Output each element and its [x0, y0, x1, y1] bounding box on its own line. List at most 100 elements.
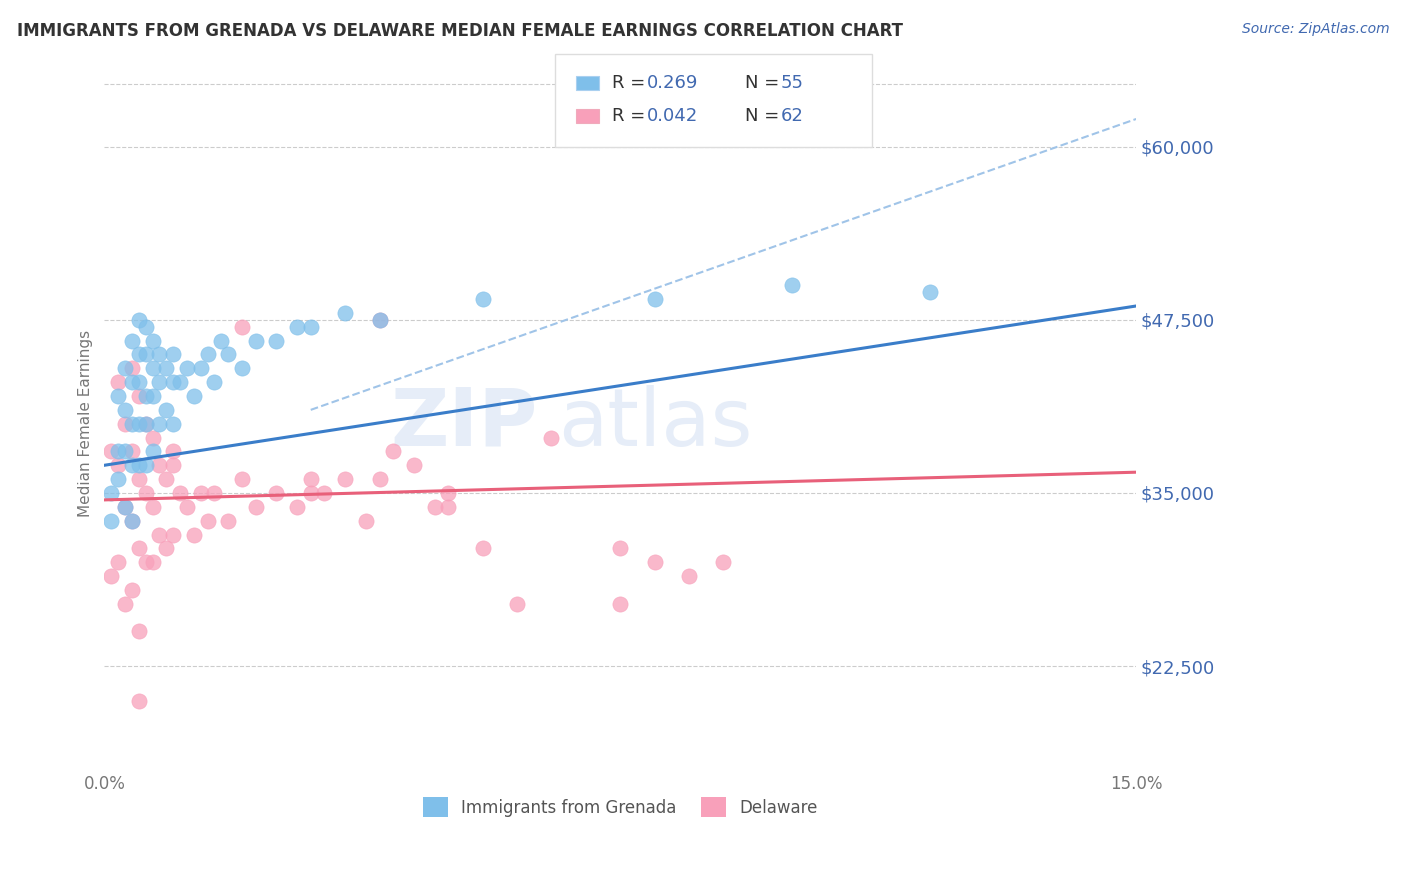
Point: [141, 389, 163, 403]
Point: [114, 444, 136, 458]
Point: [437, 486, 460, 500]
Point: [197, 347, 219, 361]
Point: [354, 514, 377, 528]
Point: [128, 375, 150, 389]
Point: [190, 486, 212, 500]
Point: [644, 292, 666, 306]
Point: [135, 417, 157, 431]
Point: [100, 514, 122, 528]
Point: [176, 500, 198, 514]
Point: [314, 486, 336, 500]
Point: [299, 472, 322, 486]
Point: [141, 500, 163, 514]
Point: [644, 555, 666, 569]
Point: [190, 361, 212, 376]
Point: [100, 569, 122, 583]
Point: [135, 486, 157, 500]
Point: [114, 402, 136, 417]
Point: [231, 361, 253, 376]
Point: [266, 334, 288, 348]
Point: [333, 472, 356, 486]
Point: [148, 458, 170, 473]
Point: [382, 444, 405, 458]
Text: ZIP: ZIP: [391, 384, 537, 463]
Point: [141, 431, 163, 445]
Text: Source: ZipAtlas.com: Source: ZipAtlas.com: [1241, 22, 1389, 37]
Point: [155, 402, 177, 417]
Point: [148, 375, 170, 389]
Point: [245, 334, 267, 348]
Point: [217, 347, 239, 361]
Point: [107, 375, 129, 389]
Point: [114, 597, 136, 611]
Text: N =: N =: [745, 74, 785, 92]
Point: [107, 458, 129, 473]
Text: R =: R =: [612, 74, 651, 92]
Point: [217, 514, 239, 528]
Point: [197, 514, 219, 528]
Point: [162, 417, 184, 431]
Point: [114, 361, 136, 376]
Point: [368, 472, 391, 486]
Point: [231, 319, 253, 334]
Point: [128, 389, 150, 403]
Point: [299, 486, 322, 500]
Point: [148, 347, 170, 361]
Point: [169, 375, 191, 389]
Point: [471, 292, 494, 306]
Point: [183, 527, 205, 541]
Point: [128, 417, 150, 431]
Point: [121, 514, 143, 528]
Point: [368, 313, 391, 327]
Point: [141, 361, 163, 376]
Point: [128, 472, 150, 486]
Point: [128, 541, 150, 556]
Point: [121, 375, 143, 389]
Point: [121, 361, 143, 376]
Point: [121, 444, 143, 458]
Point: [609, 597, 631, 611]
Point: [121, 417, 143, 431]
Point: [918, 285, 941, 300]
Point: [114, 500, 136, 514]
Point: [135, 458, 157, 473]
Point: [162, 458, 184, 473]
Text: 62: 62: [780, 107, 803, 125]
Point: [162, 375, 184, 389]
Point: [245, 500, 267, 514]
Point: [162, 527, 184, 541]
Point: [368, 313, 391, 327]
Point: [266, 486, 288, 500]
Point: [148, 417, 170, 431]
Point: [155, 472, 177, 486]
Point: [135, 555, 157, 569]
Point: [162, 347, 184, 361]
Text: 55: 55: [780, 74, 803, 92]
Text: 0.269: 0.269: [647, 74, 699, 92]
Point: [114, 417, 136, 431]
Point: [135, 319, 157, 334]
Text: R =: R =: [612, 107, 651, 125]
Point: [148, 527, 170, 541]
Point: [609, 541, 631, 556]
Point: [121, 582, 143, 597]
Point: [121, 458, 143, 473]
Point: [402, 458, 425, 473]
Point: [128, 313, 150, 327]
Point: [128, 347, 150, 361]
Point: [471, 541, 494, 556]
Point: [155, 541, 177, 556]
Point: [437, 500, 460, 514]
Point: [162, 444, 184, 458]
Point: [121, 514, 143, 528]
Point: [100, 486, 122, 500]
Point: [141, 444, 163, 458]
Point: [713, 555, 735, 569]
Legend: Immigrants from Grenada, Delaware: Immigrants from Grenada, Delaware: [416, 790, 825, 824]
Point: [678, 569, 700, 583]
Point: [155, 361, 177, 376]
Point: [333, 306, 356, 320]
Y-axis label: Median Female Earnings: Median Female Earnings: [79, 330, 93, 517]
Point: [128, 694, 150, 708]
Point: [135, 417, 157, 431]
